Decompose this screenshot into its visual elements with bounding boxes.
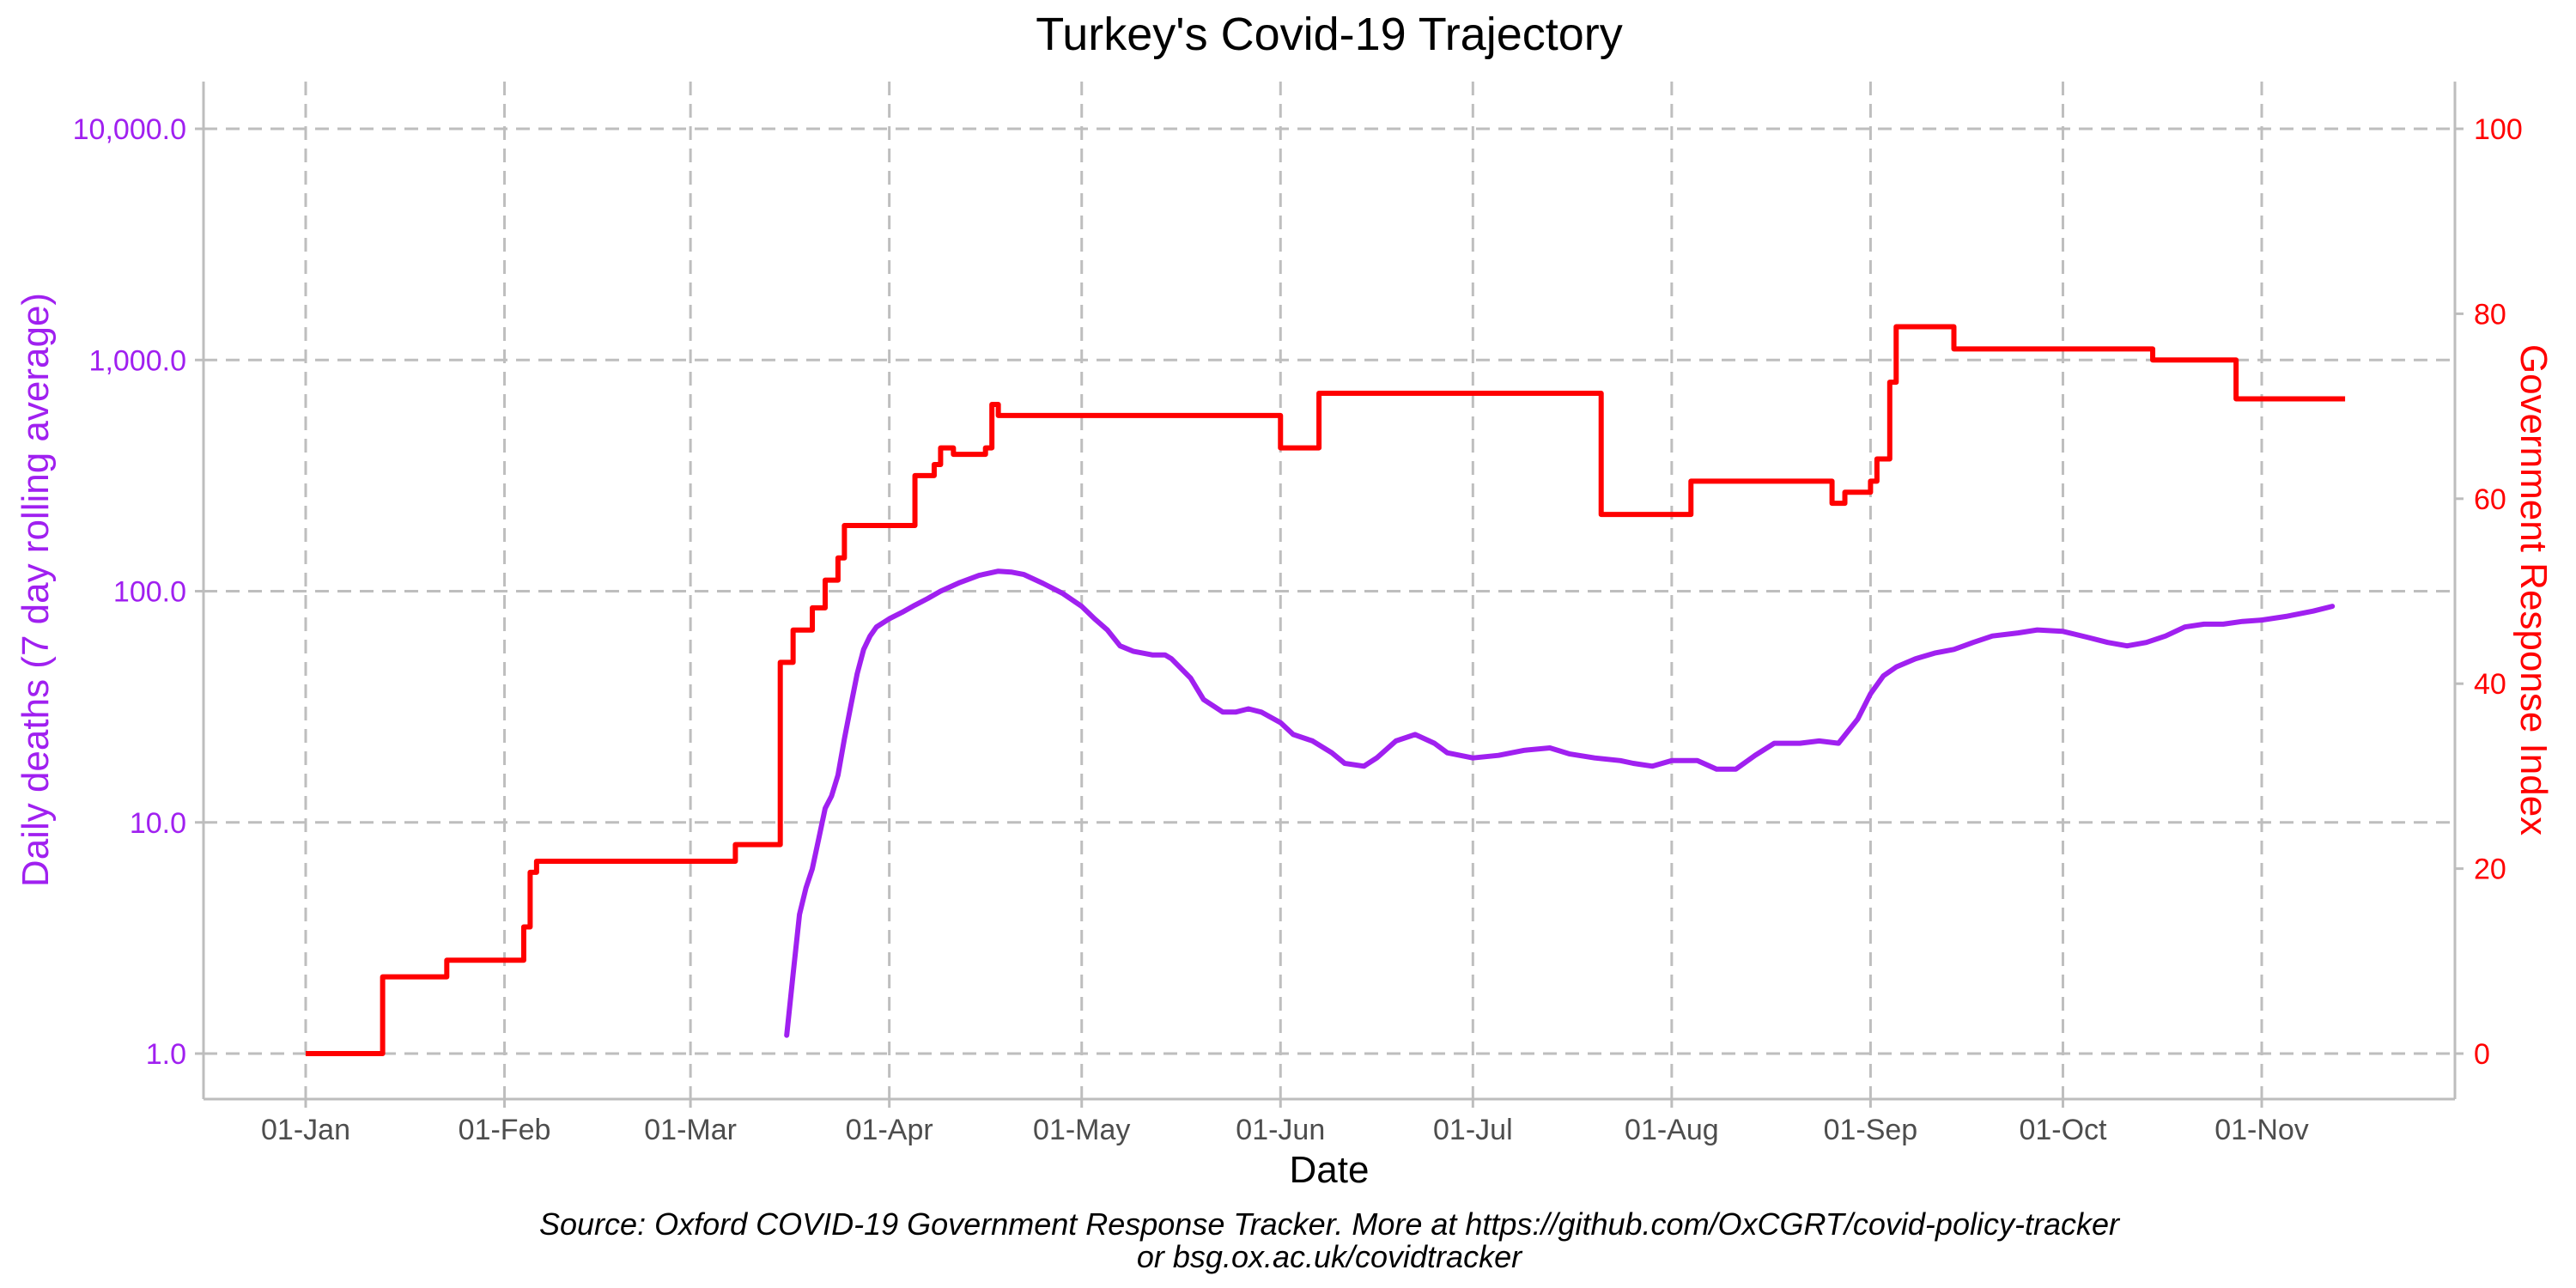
y-tick-label-right: 60 [2474,483,2506,516]
y-tick-label-left: 10,000.0 [73,113,186,146]
y-tick-label-right: 80 [2474,298,2506,331]
x-tick-label: 01-Jul [1433,1114,1513,1146]
y-tick-label-right: 100 [2474,113,2523,146]
x-tick-label: 01-Mar [644,1114,737,1146]
series-lines [306,324,2346,1056]
x-tick-label: 01-Sep [1824,1114,1918,1146]
y-tick-label-left: 1.0 [146,1038,186,1071]
y-tick-label-right: 40 [2474,668,2506,701]
y-tick-label-left: 100.0 [113,576,186,609]
x-tick-label: 01-Jun [1236,1114,1325,1146]
gridlines [204,82,2455,1099]
x-axis-title: Date [1290,1149,1370,1191]
y-tick-label-left: 10.0 [130,807,186,840]
tick-labels: 01-Jan 01-Feb 01-Mar 01-Apr 01-May 01-Jun 01-J… [73,113,2523,1146]
y-tick-label-right: 20 [2474,854,2506,886]
y-axis-title-left: Daily deaths (7 day rolling average) [15,293,57,887]
series-line-daily-deaths [784,568,2336,1038]
x-tick-label: 01-Aug [1625,1114,1719,1146]
source-caption-line2: or bsg.ox.ac.uk/covidtracker [1137,1239,1523,1274]
chart-title: Turkey's Covid-19 Trajectory [1036,9,1623,60]
y-tick-label-left: 1,000.0 [89,344,186,377]
x-tick-label: 01-May [1033,1114,1130,1146]
x-tick-label: 01-Apr [846,1114,933,1146]
source-caption-line1: Source: Oxford COVID-19 Government Respo… [539,1206,2121,1242]
x-tick-label: 01-Feb [459,1114,551,1146]
y-tick-label-right: 0 [2474,1038,2490,1071]
x-tick-label: 01-Oct [2019,1114,2107,1146]
y-axis-title-right: Government Response Index [2512,344,2555,835]
x-tick-label: 01-Jan [261,1114,350,1146]
x-tick-label: 01-Nov [2215,1114,2309,1146]
series-line-government-response-index [306,324,2346,1056]
